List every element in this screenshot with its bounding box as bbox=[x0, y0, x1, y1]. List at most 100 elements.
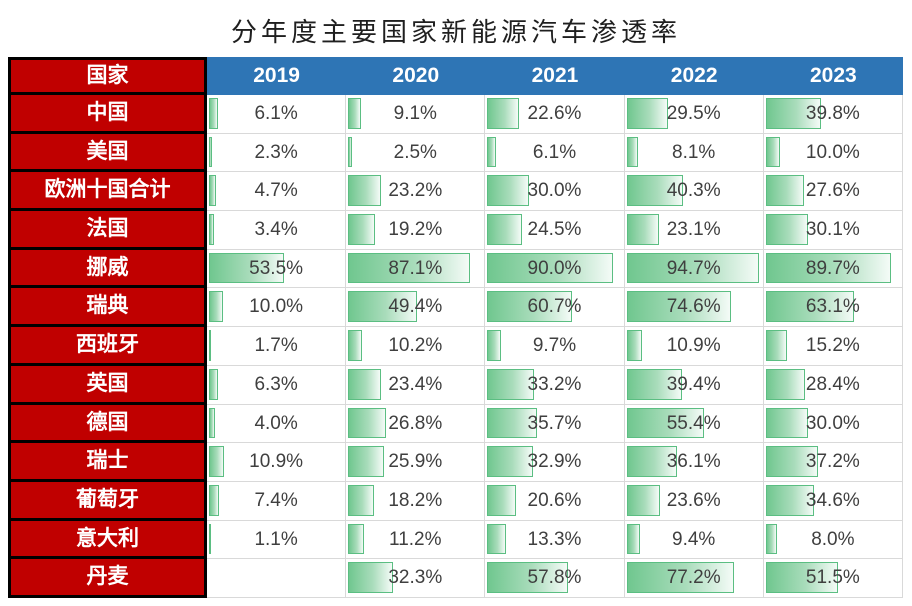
data-bar-area bbox=[209, 368, 341, 400]
data-bar-area bbox=[487, 368, 619, 400]
country-label-cell: 挪威 bbox=[8, 249, 207, 289]
value-label: 6.3% bbox=[254, 373, 298, 395]
table-row: 英国 6.3% 23.4% 33.2% 39.4% 28.4% bbox=[8, 365, 903, 405]
value-cell: 20.6% bbox=[485, 481, 625, 521]
data-bar bbox=[626, 330, 642, 361]
value-label: 10.0% bbox=[249, 296, 304, 318]
data-bar bbox=[487, 407, 538, 439]
data-bar-area bbox=[765, 252, 898, 284]
data-bar-area bbox=[626, 98, 759, 129]
data-bar-area bbox=[348, 330, 480, 361]
country-label-cell: 丹麦 bbox=[8, 559, 207, 598]
value-label: 9.7% bbox=[532, 335, 577, 357]
data-bar-area bbox=[626, 252, 759, 284]
value-label: 18.2% bbox=[388, 489, 443, 511]
value-cell: 29.5% bbox=[624, 95, 764, 134]
value-cell: 89.7% bbox=[763, 249, 903, 289]
data-bar-area bbox=[765, 175, 898, 207]
value-cell: 23.6% bbox=[624, 481, 764, 521]
data-bar-area bbox=[487, 291, 619, 323]
data-bar-area bbox=[765, 523, 898, 555]
data-bar-area bbox=[348, 523, 480, 555]
data-bar-area bbox=[209, 484, 341, 516]
data-bar-area bbox=[348, 484, 480, 516]
value-label: 30.1% bbox=[805, 219, 860, 241]
value-label: 87.1% bbox=[388, 257, 443, 279]
value-label: 20.6% bbox=[527, 489, 582, 511]
data-bar-area bbox=[626, 136, 759, 168]
data-bar bbox=[348, 214, 375, 245]
country-label-cell: 葡萄牙 bbox=[8, 481, 207, 521]
data-bar bbox=[626, 368, 682, 400]
data-bar-area bbox=[348, 291, 480, 323]
data-bar bbox=[348, 446, 385, 477]
value-label: 35.7% bbox=[527, 412, 582, 434]
value-label: 33.2% bbox=[527, 373, 582, 395]
data-bar bbox=[487, 484, 517, 516]
value-cell: 4.0% bbox=[207, 404, 347, 444]
data-bar-area bbox=[487, 562, 619, 593]
data-bar-area bbox=[348, 407, 480, 439]
value-cell: 55.4% bbox=[624, 404, 764, 444]
value-label: 32.9% bbox=[527, 451, 582, 473]
table-row: 美国 2.3% 2.5% 6.1% 8.1% 10.0% bbox=[8, 133, 903, 173]
value-cell: 30.0% bbox=[763, 404, 903, 444]
data-bar-area bbox=[487, 407, 619, 439]
data-bar-area bbox=[765, 562, 898, 593]
value-cell: 9.1% bbox=[346, 95, 486, 134]
data-bar bbox=[765, 175, 805, 207]
data-table: 国家 2019 2020 2021 2022 2023 中国 6.1% 9.1% 22.6% 2… bbox=[8, 57, 903, 598]
value-cell: 3.4% bbox=[207, 211, 347, 250]
data-bar-area bbox=[765, 136, 898, 168]
data-bar bbox=[765, 330, 787, 361]
data-bar-area bbox=[209, 446, 341, 477]
data-bar bbox=[348, 407, 386, 439]
data-bar-area bbox=[348, 562, 480, 593]
data-bar bbox=[209, 523, 211, 555]
data-bar-area bbox=[626, 214, 759, 245]
value-label: 32.3% bbox=[388, 567, 443, 589]
data-bar-area bbox=[209, 523, 341, 555]
value-label: 11.2% bbox=[389, 528, 442, 550]
value-label: 8.0% bbox=[811, 528, 855, 550]
country-label-cell: 美国 bbox=[8, 133, 207, 173]
data-bar-area bbox=[765, 214, 898, 245]
data-bar bbox=[209, 136, 213, 168]
value-cell: 90.0% bbox=[485, 249, 625, 289]
data-bar-area bbox=[626, 368, 759, 400]
data-bar-area bbox=[626, 330, 759, 361]
value-label: 4.7% bbox=[254, 180, 298, 202]
value-label: 6.1% bbox=[532, 141, 577, 163]
country-label-cell: 西班牙 bbox=[8, 327, 207, 366]
value-label: 53.5% bbox=[249, 257, 304, 279]
data-bar bbox=[348, 523, 364, 555]
value-cell: 7.4% bbox=[207, 481, 347, 521]
row-header-cell: 国家 bbox=[8, 57, 207, 95]
year-header-cell: 2019 bbox=[253, 64, 300, 87]
value-label: 63.1% bbox=[805, 296, 860, 318]
value-label: 7.4% bbox=[254, 489, 298, 511]
value-label: 9.1% bbox=[393, 103, 437, 124]
data-bar bbox=[348, 291, 418, 323]
data-bar bbox=[487, 98, 519, 129]
value-label: 24.5% bbox=[527, 219, 582, 241]
value-label: 29.5% bbox=[666, 103, 721, 124]
data-bar-area bbox=[348, 368, 480, 400]
data-bar bbox=[348, 484, 374, 516]
year-header-cell: 2020 bbox=[392, 64, 440, 87]
value-label: 10.9% bbox=[249, 451, 304, 473]
value-label: 51.5% bbox=[805, 567, 860, 589]
value-label: 40.3% bbox=[666, 180, 721, 202]
data-bar bbox=[765, 252, 891, 284]
value-label: 36.1% bbox=[666, 451, 721, 473]
value-cell: 39.8% bbox=[763, 95, 903, 134]
value-cell: 26.8% bbox=[346, 404, 486, 444]
value-cell: 15.2% bbox=[763, 327, 903, 366]
data-bar-area bbox=[348, 136, 480, 168]
value-cell: 10.9% bbox=[207, 443, 347, 482]
data-bar-area bbox=[209, 98, 341, 129]
data-bar-area bbox=[765, 484, 898, 516]
data-bar-area bbox=[487, 136, 619, 168]
value-label: 9.4% bbox=[672, 528, 716, 550]
data-bar bbox=[626, 136, 638, 168]
